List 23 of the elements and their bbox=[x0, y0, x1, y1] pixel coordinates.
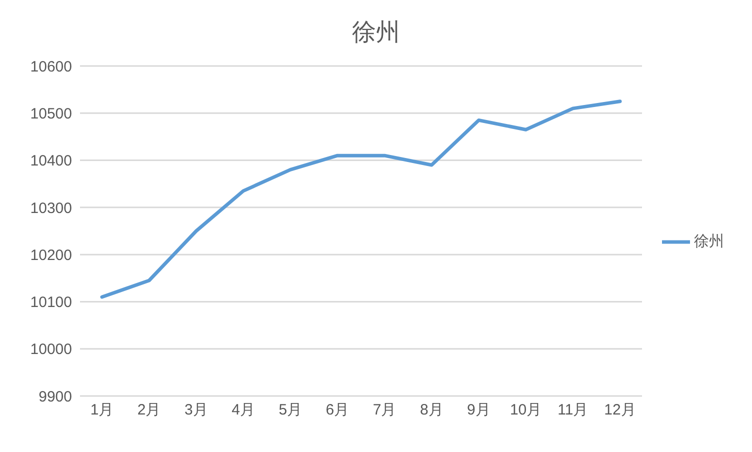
x-tick-label: 9月 bbox=[467, 402, 490, 419]
y-tick-label: 10500 bbox=[30, 105, 72, 122]
x-tick-label: 11月 bbox=[558, 402, 588, 419]
chart-title: 徐州 bbox=[351, 18, 401, 48]
y-tick-label: 9900 bbox=[38, 388, 72, 406]
x-tick-label: 3月 bbox=[184, 402, 208, 419]
y-tick-label: 10600 bbox=[30, 58, 72, 76]
y-tick-label: 10200 bbox=[30, 246, 72, 264]
x-tick-label: 10月 bbox=[510, 402, 542, 419]
x-tick-label: 1月 bbox=[90, 402, 114, 419]
x-tick-label: 5月 bbox=[278, 402, 302, 419]
line-series bbox=[100, 100, 622, 299]
y-tick-label: 10300 bbox=[30, 200, 72, 217]
x-tick-label: 7月 bbox=[372, 402, 396, 419]
y-tick-label: 10000 bbox=[30, 341, 72, 358]
x-tick-label: 8月 bbox=[420, 402, 444, 419]
legend-label: 徐州 bbox=[694, 232, 724, 250]
y-tick-label: 10100 bbox=[30, 294, 72, 312]
x-tick-label: 4月 bbox=[232, 402, 255, 419]
x-tick-label: 2月 bbox=[137, 402, 161, 419]
x-tick-label: 12月 bbox=[604, 402, 636, 419]
x-tick-label: 6月 bbox=[326, 402, 350, 419]
y-tick-label: 10400 bbox=[30, 152, 72, 170]
